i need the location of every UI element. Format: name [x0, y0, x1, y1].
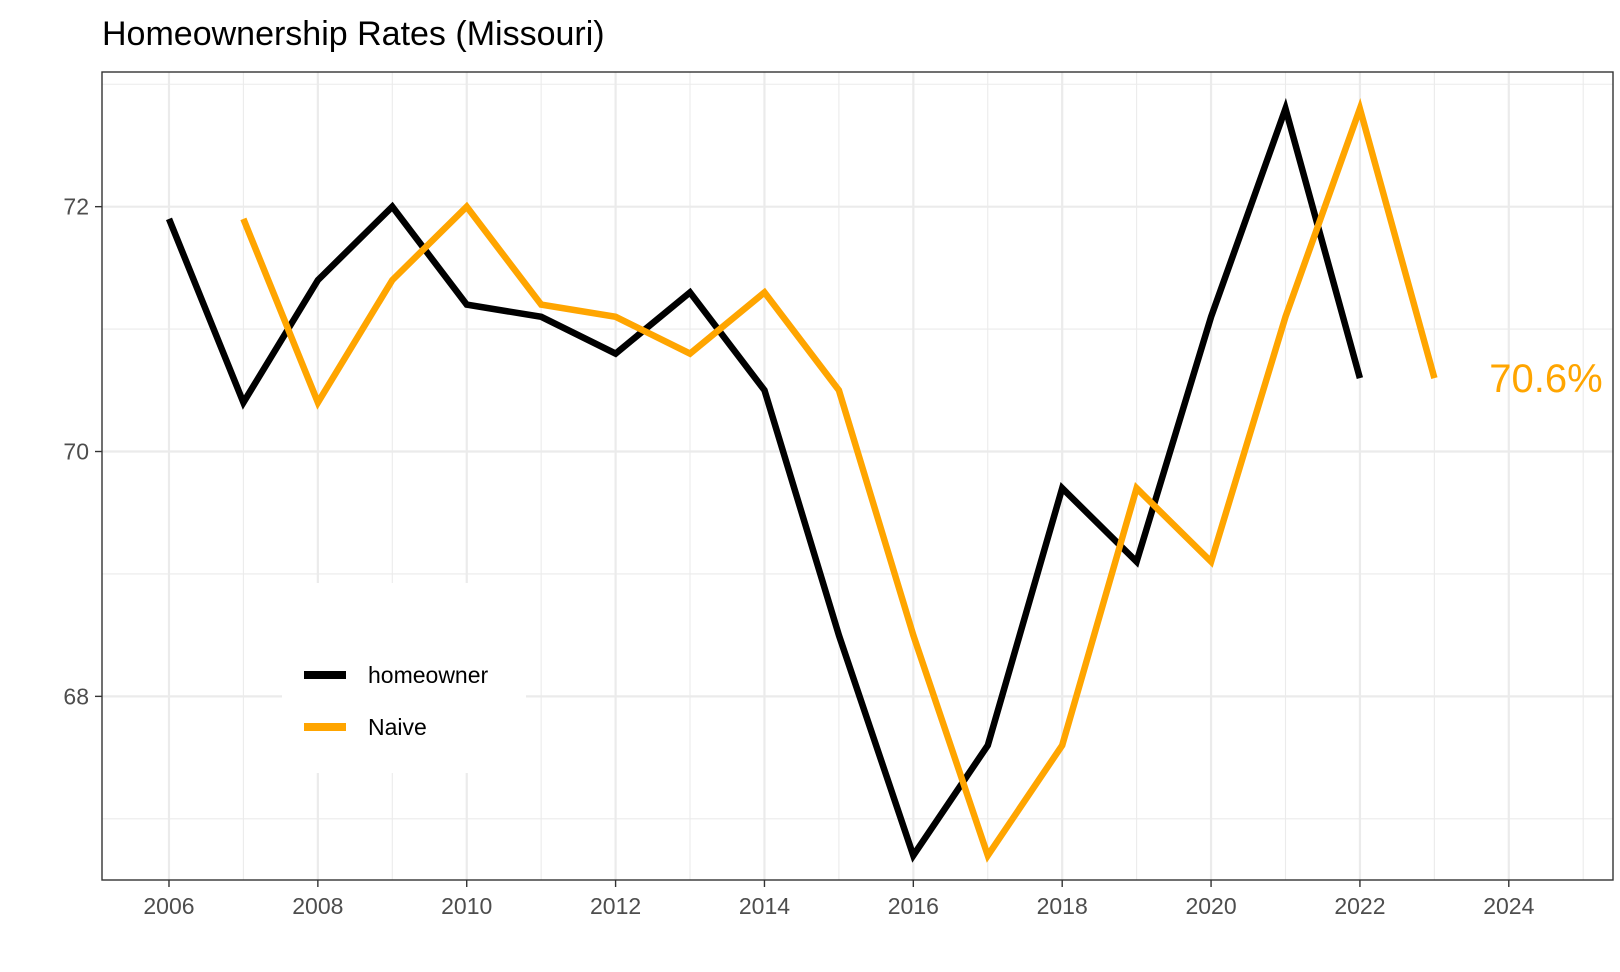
x-tick-label: 2016 [888, 893, 939, 919]
x-tick-label: 2022 [1334, 893, 1385, 919]
major-grid [102, 72, 1613, 880]
x-tick-label: 2020 [1185, 893, 1236, 919]
x-tick-label: 2008 [292, 893, 343, 919]
x-tick-label: 2012 [590, 893, 641, 919]
y-tick-label: 72 [63, 194, 89, 220]
chart-title: Homeownership Rates (Missouri) [102, 15, 605, 53]
series-line-naive [240, 97, 1438, 863]
y-tick-label: 68 [63, 683, 89, 709]
series-lines [165, 97, 1438, 863]
x-axis: 2006 2008 2010 2012 2014 2016 2018 2020 2022 2024 [143, 880, 1535, 919]
plot-border [101, 71, 1614, 881]
y-axis: 68 70 72 [63, 194, 102, 709]
legend-label-naive: Naive [368, 714, 427, 740]
y-tick-label: 70 [63, 439, 89, 465]
x-tick-label: 2010 [441, 893, 492, 919]
x-tick-label: 2014 [739, 893, 790, 919]
x-tick-label: 2018 [1037, 893, 1088, 919]
x-tick-label: 2006 [143, 893, 194, 919]
legend-label-homeowner: homeowner [368, 662, 489, 688]
x-tick-label: 2024 [1483, 893, 1534, 919]
last-value-annotation: 70.6% [1489, 357, 1602, 401]
series-line-homeowner [165, 97, 1364, 863]
legend: homeowner Naive [282, 583, 526, 773]
